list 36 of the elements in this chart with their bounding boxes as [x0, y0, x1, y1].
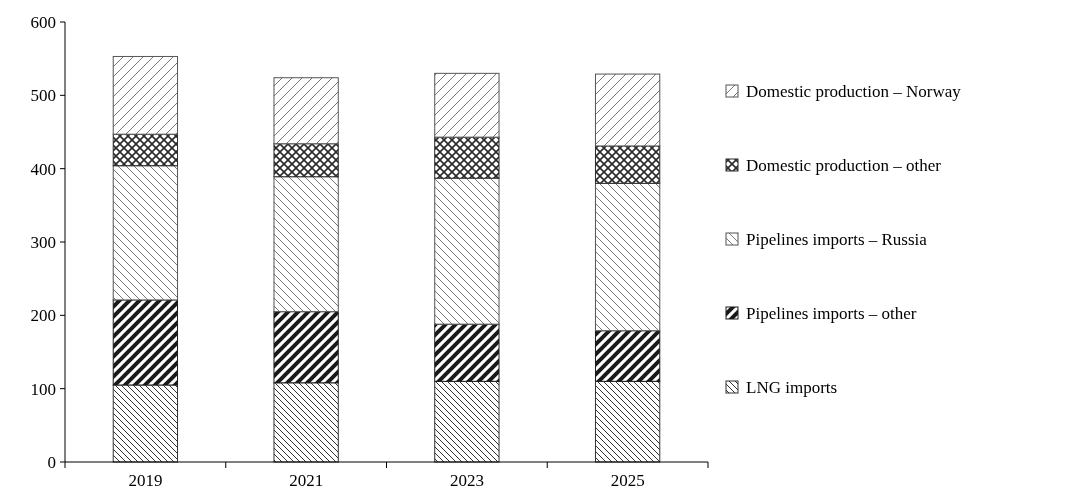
y-tick-label: 300	[30, 232, 56, 252]
y-tick-label: 500	[30, 86, 56, 106]
bar	[594, 380, 661, 463]
bar	[273, 77, 339, 145]
x-tick-label: 2021	[289, 471, 324, 490]
y-tick-label: 600	[30, 12, 56, 32]
legend-label: Domestic production – Norway	[746, 81, 962, 101]
bar	[594, 330, 661, 382]
x-tick-label: 2019	[128, 471, 163, 490]
x-tick-label: 2025	[610, 471, 645, 490]
x-tick-label: 2023	[449, 471, 484, 490]
bar	[273, 311, 339, 384]
bar	[112, 165, 179, 301]
bar	[273, 176, 339, 313]
bar	[434, 72, 500, 138]
bar	[434, 136, 500, 179]
y-tick-label: 0	[47, 452, 56, 472]
bar	[112, 299, 179, 386]
bar	[434, 323, 500, 382]
y-tick-label: 400	[30, 159, 56, 179]
bar	[594, 182, 661, 332]
bar	[594, 73, 661, 147]
legend-label: Pipelines imports – Russia	[746, 229, 928, 249]
bar	[273, 143, 339, 178]
bar	[112, 55, 179, 135]
bar	[434, 380, 500, 463]
legend-label: LNG imports	[746, 377, 838, 397]
bar	[112, 133, 179, 167]
y-tick-label: 200	[30, 306, 56, 326]
bar	[112, 384, 179, 463]
bar	[594, 145, 661, 184]
legend-label: Domestic production – other	[746, 155, 942, 175]
bar	[434, 177, 500, 325]
legend-label: Pipelines imports – other	[746, 303, 917, 323]
bar	[273, 382, 339, 463]
y-tick-label: 100	[30, 379, 56, 399]
